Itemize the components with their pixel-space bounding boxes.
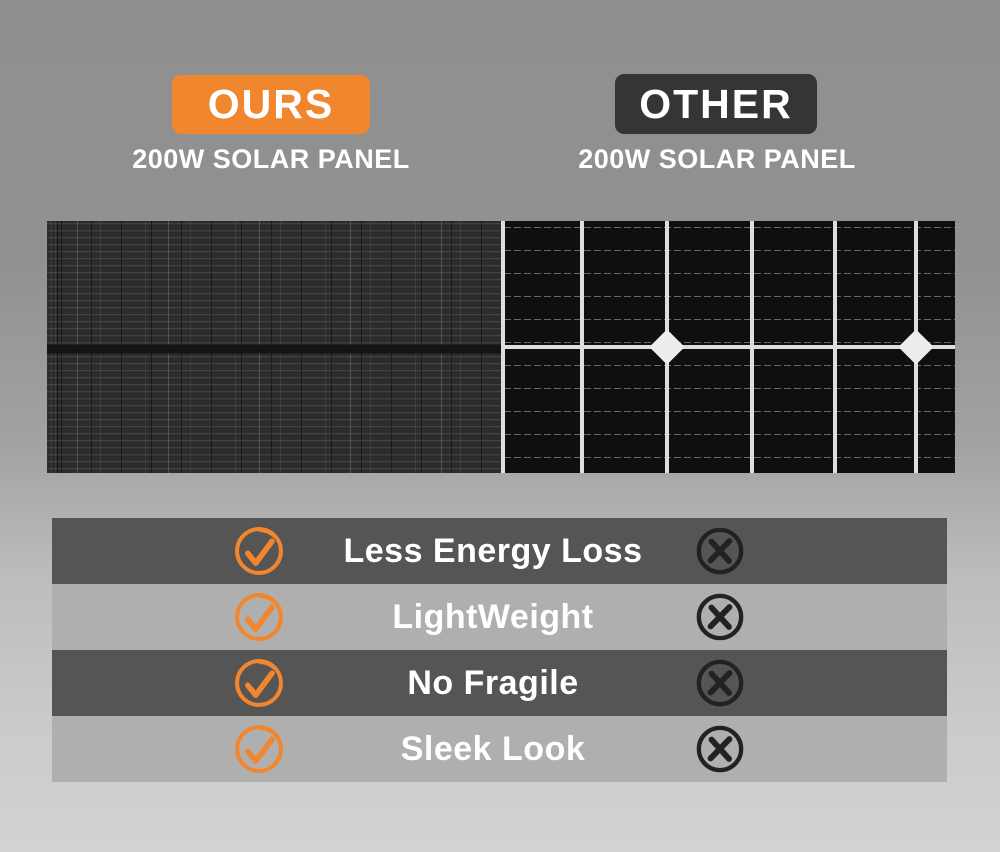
other-badge-label: OTHER [639, 80, 793, 127]
ours-badge-label: OURS [207, 81, 335, 127]
cross-icon [693, 590, 747, 644]
other-subtitle: 200W SOLAR PANEL [578, 144, 856, 174]
other-badge: OTHER [615, 74, 817, 134]
comparison-row: LightWeight [52, 584, 947, 650]
check-icon [231, 655, 287, 711]
check-icon [231, 589, 287, 645]
cross-icon [693, 722, 747, 776]
ours-badge: OURS [172, 75, 370, 134]
comparison-table: Less Energy Loss LightWeight [52, 518, 947, 782]
panel-photos [47, 221, 955, 473]
cross-icon [693, 524, 747, 578]
panel-diamond [649, 329, 685, 365]
panel-diamond [898, 329, 934, 365]
panel-busbar [501, 345, 955, 349]
check-icon [231, 721, 287, 777]
other-panel-image [501, 221, 955, 473]
feature-label: LightWeight [392, 597, 594, 636]
ours-subtitle: 200W SOLAR PANEL [132, 144, 410, 174]
check-icon [231, 523, 287, 579]
cross-icon [693, 656, 747, 710]
feature-label: Less Energy Loss [343, 531, 643, 570]
feature-label: Sleek Look [400, 729, 586, 768]
feature-label: No Fragile [407, 663, 579, 702]
comparison-row: Less Energy Loss [52, 518, 947, 584]
ours-panel-image [47, 221, 501, 473]
comparison-row: No Fragile [52, 650, 947, 716]
comparison-row: Sleek Look [52, 716, 947, 782]
